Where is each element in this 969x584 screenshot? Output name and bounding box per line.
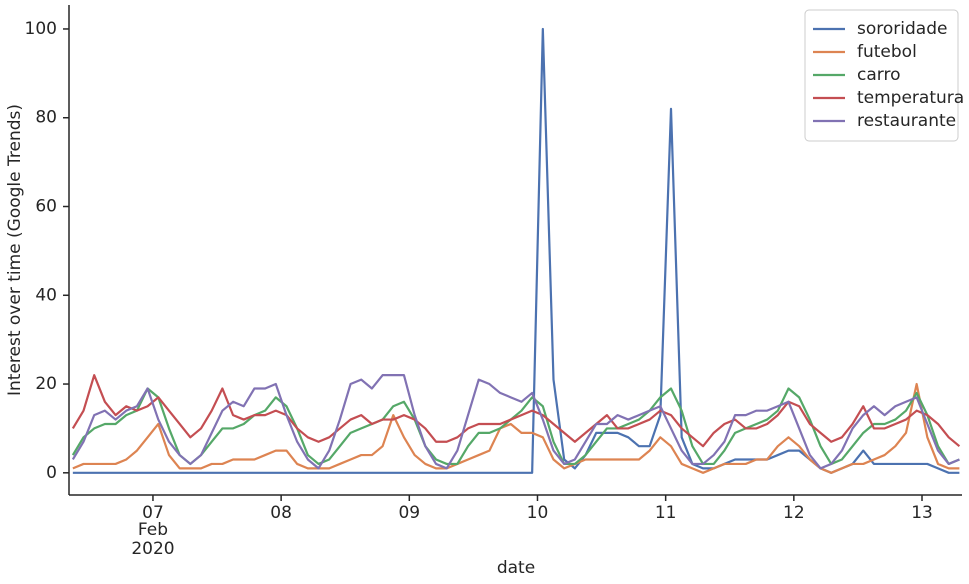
series-line [71, 374, 961, 448]
x-axis-label: date [497, 558, 535, 578]
x-tick-label: 12 [783, 503, 805, 523]
x-tick-label: 11 [655, 503, 677, 523]
legend-label: carro [857, 65, 900, 85]
series-line [71, 374, 960, 470]
y-tick-label: 80 [35, 108, 57, 128]
series-line [72, 382, 960, 474]
x-tick-label: 08 [270, 503, 292, 523]
y-tick-label: 100 [25, 19, 57, 39]
y-tick-label: 0 [46, 463, 57, 483]
legend-box [804, 9, 959, 142]
x-tick-label: 13 [911, 503, 933, 523]
y-tick-label: 20 [35, 374, 57, 394]
series-line [71, 387, 960, 466]
legend-label: restaurante [857, 111, 956, 131]
y-tick-label: 60 [35, 197, 57, 217]
x-tick-sublabel: Feb [138, 520, 168, 540]
x-tick-sublabel: 2020 [131, 539, 174, 559]
x-tick-label: 09 [398, 503, 420, 523]
y-tick-label: 40 [35, 285, 57, 305]
legend-label: temperatura [857, 88, 964, 108]
legend-label: sororidade [857, 19, 947, 39]
x-tick-label: 10 [527, 503, 549, 523]
y-axis-label: Interest over time (Google Trends) [5, 104, 25, 396]
x-tick-label: 07 [142, 503, 164, 523]
legend-label: futebol [857, 42, 917, 62]
